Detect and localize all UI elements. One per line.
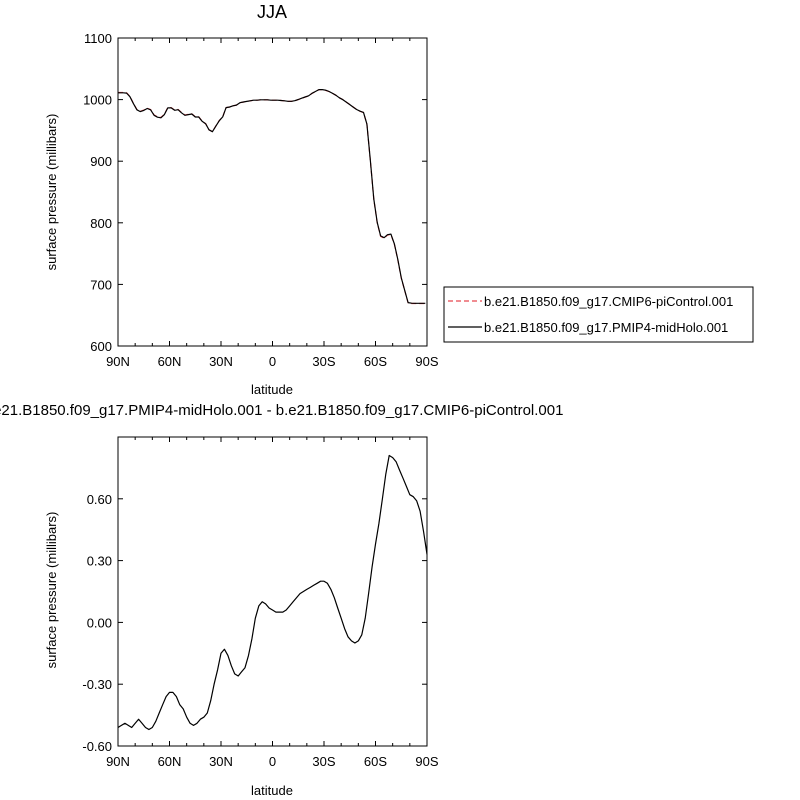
top-panel-xlabel: latitude [251,382,293,397]
bottom-panel: b.e21.B1850.f09_g17.PMIP4-midHolo.001 - … [0,402,563,798]
bottom-xtick-label: 60S [364,754,387,769]
bottom-panel-frame [117,436,428,747]
top-xtick-label: 60S [364,354,387,369]
bottom-xtick-label: 90N [106,754,130,769]
top-series-line-0 [118,89,426,305]
bottom-panel-series [117,454,428,731]
top-ytick-label: 700 [90,277,112,292]
legend: b.e21.B1850.f09_g17.CMIP6-piControl.001 … [443,286,754,343]
bottom-panel-xlabel: latitude [251,783,293,798]
top-panel-title: JJA [257,2,287,22]
top-ytick-label: 900 [90,154,112,169]
top-ytick-label: 800 [90,216,112,231]
top-panel-frame [117,37,428,347]
top-ytick-label: 1100 [84,31,112,46]
bottom-ytick-label: 0.60 [87,492,112,507]
top-xtick-label: 60N [158,354,182,369]
bottom-xtick-label: 90S [415,754,438,769]
legend-label-midholo: b.e21.B1850.f09_g17.PMIP4-midHolo.001 [484,320,728,335]
top-xtick-label: 0 [269,354,276,369]
top-ytick-label: 1000 [83,93,112,108]
top-panel-y-ticks: 600 700 800 900 1000 1100 [83,31,427,354]
top-panel-ylabel: surface pressure (millibars) [44,114,59,271]
legend-box [443,286,754,343]
bottom-xtick-label: 30S [312,754,335,769]
bottom-panel-title: b.e21.B1850.f09_g17.PMIP4-midHolo.001 - … [0,402,563,419]
top-ytick-label: 600 [90,339,112,354]
bottom-panel-ylabel: surface pressure (millibars) [44,512,59,669]
bottom-panel-y-ticks: -0.60 -0.30 0.00 0.30 0.60 [82,492,427,754]
top-xtick-label: 30S [312,354,335,369]
top-xtick-label: 90S [415,354,438,369]
top-panel-series [118,88,426,305]
bottom-series-line-0 [117,454,428,731]
legend-label-picontrol: b.e21.B1850.f09_g17.CMIP6-piControl.001 [484,294,733,309]
top-panel: JJA latitude surface pressure (millibars… [44,2,439,397]
bottom-ytick-label: 0.00 [87,615,112,630]
top-panel-x-ticks: 90N 60N 30N 0 30S 60S 90S [106,38,439,369]
bottom-panel-x-ticks: 90N 60N 30N 0 30S 60S 90S [106,437,439,769]
top-xtick-label: 90N [106,354,130,369]
bottom-xtick-label: 60N [158,754,182,769]
bottom-xtick-label: 0 [269,754,276,769]
top-xtick-label: 30N [209,354,233,369]
bottom-ytick-label: -0.60 [82,739,112,754]
bottom-ytick-label: -0.30 [82,677,112,692]
top-series-line-1 [118,88,426,304]
bottom-xtick-label: 30N [209,754,233,769]
bottom-ytick-label: 0.30 [87,554,112,569]
